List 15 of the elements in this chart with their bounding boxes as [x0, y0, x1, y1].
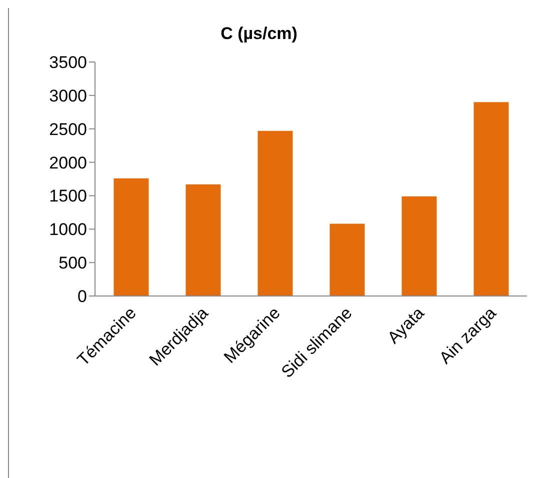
y-tick-label: 1000: [49, 220, 87, 240]
y-tick-label: 3500: [49, 53, 87, 72]
bar: [402, 196, 437, 296]
bar: [114, 178, 149, 296]
y-tick-label: 1500: [49, 186, 87, 206]
y-tick-label: 2500: [49, 120, 87, 139]
bar: [186, 184, 221, 296]
bar: [474, 102, 509, 296]
y-tick-label: 3000: [49, 86, 87, 106]
bar: [258, 130, 293, 296]
chart-title: C (µs/cm): [220, 24, 298, 44]
bar: [330, 224, 365, 296]
y-tick-label: 2000: [49, 153, 87, 172]
y-tick-label: 500: [58, 254, 87, 273]
y-tick-label: 0: [78, 287, 87, 306]
